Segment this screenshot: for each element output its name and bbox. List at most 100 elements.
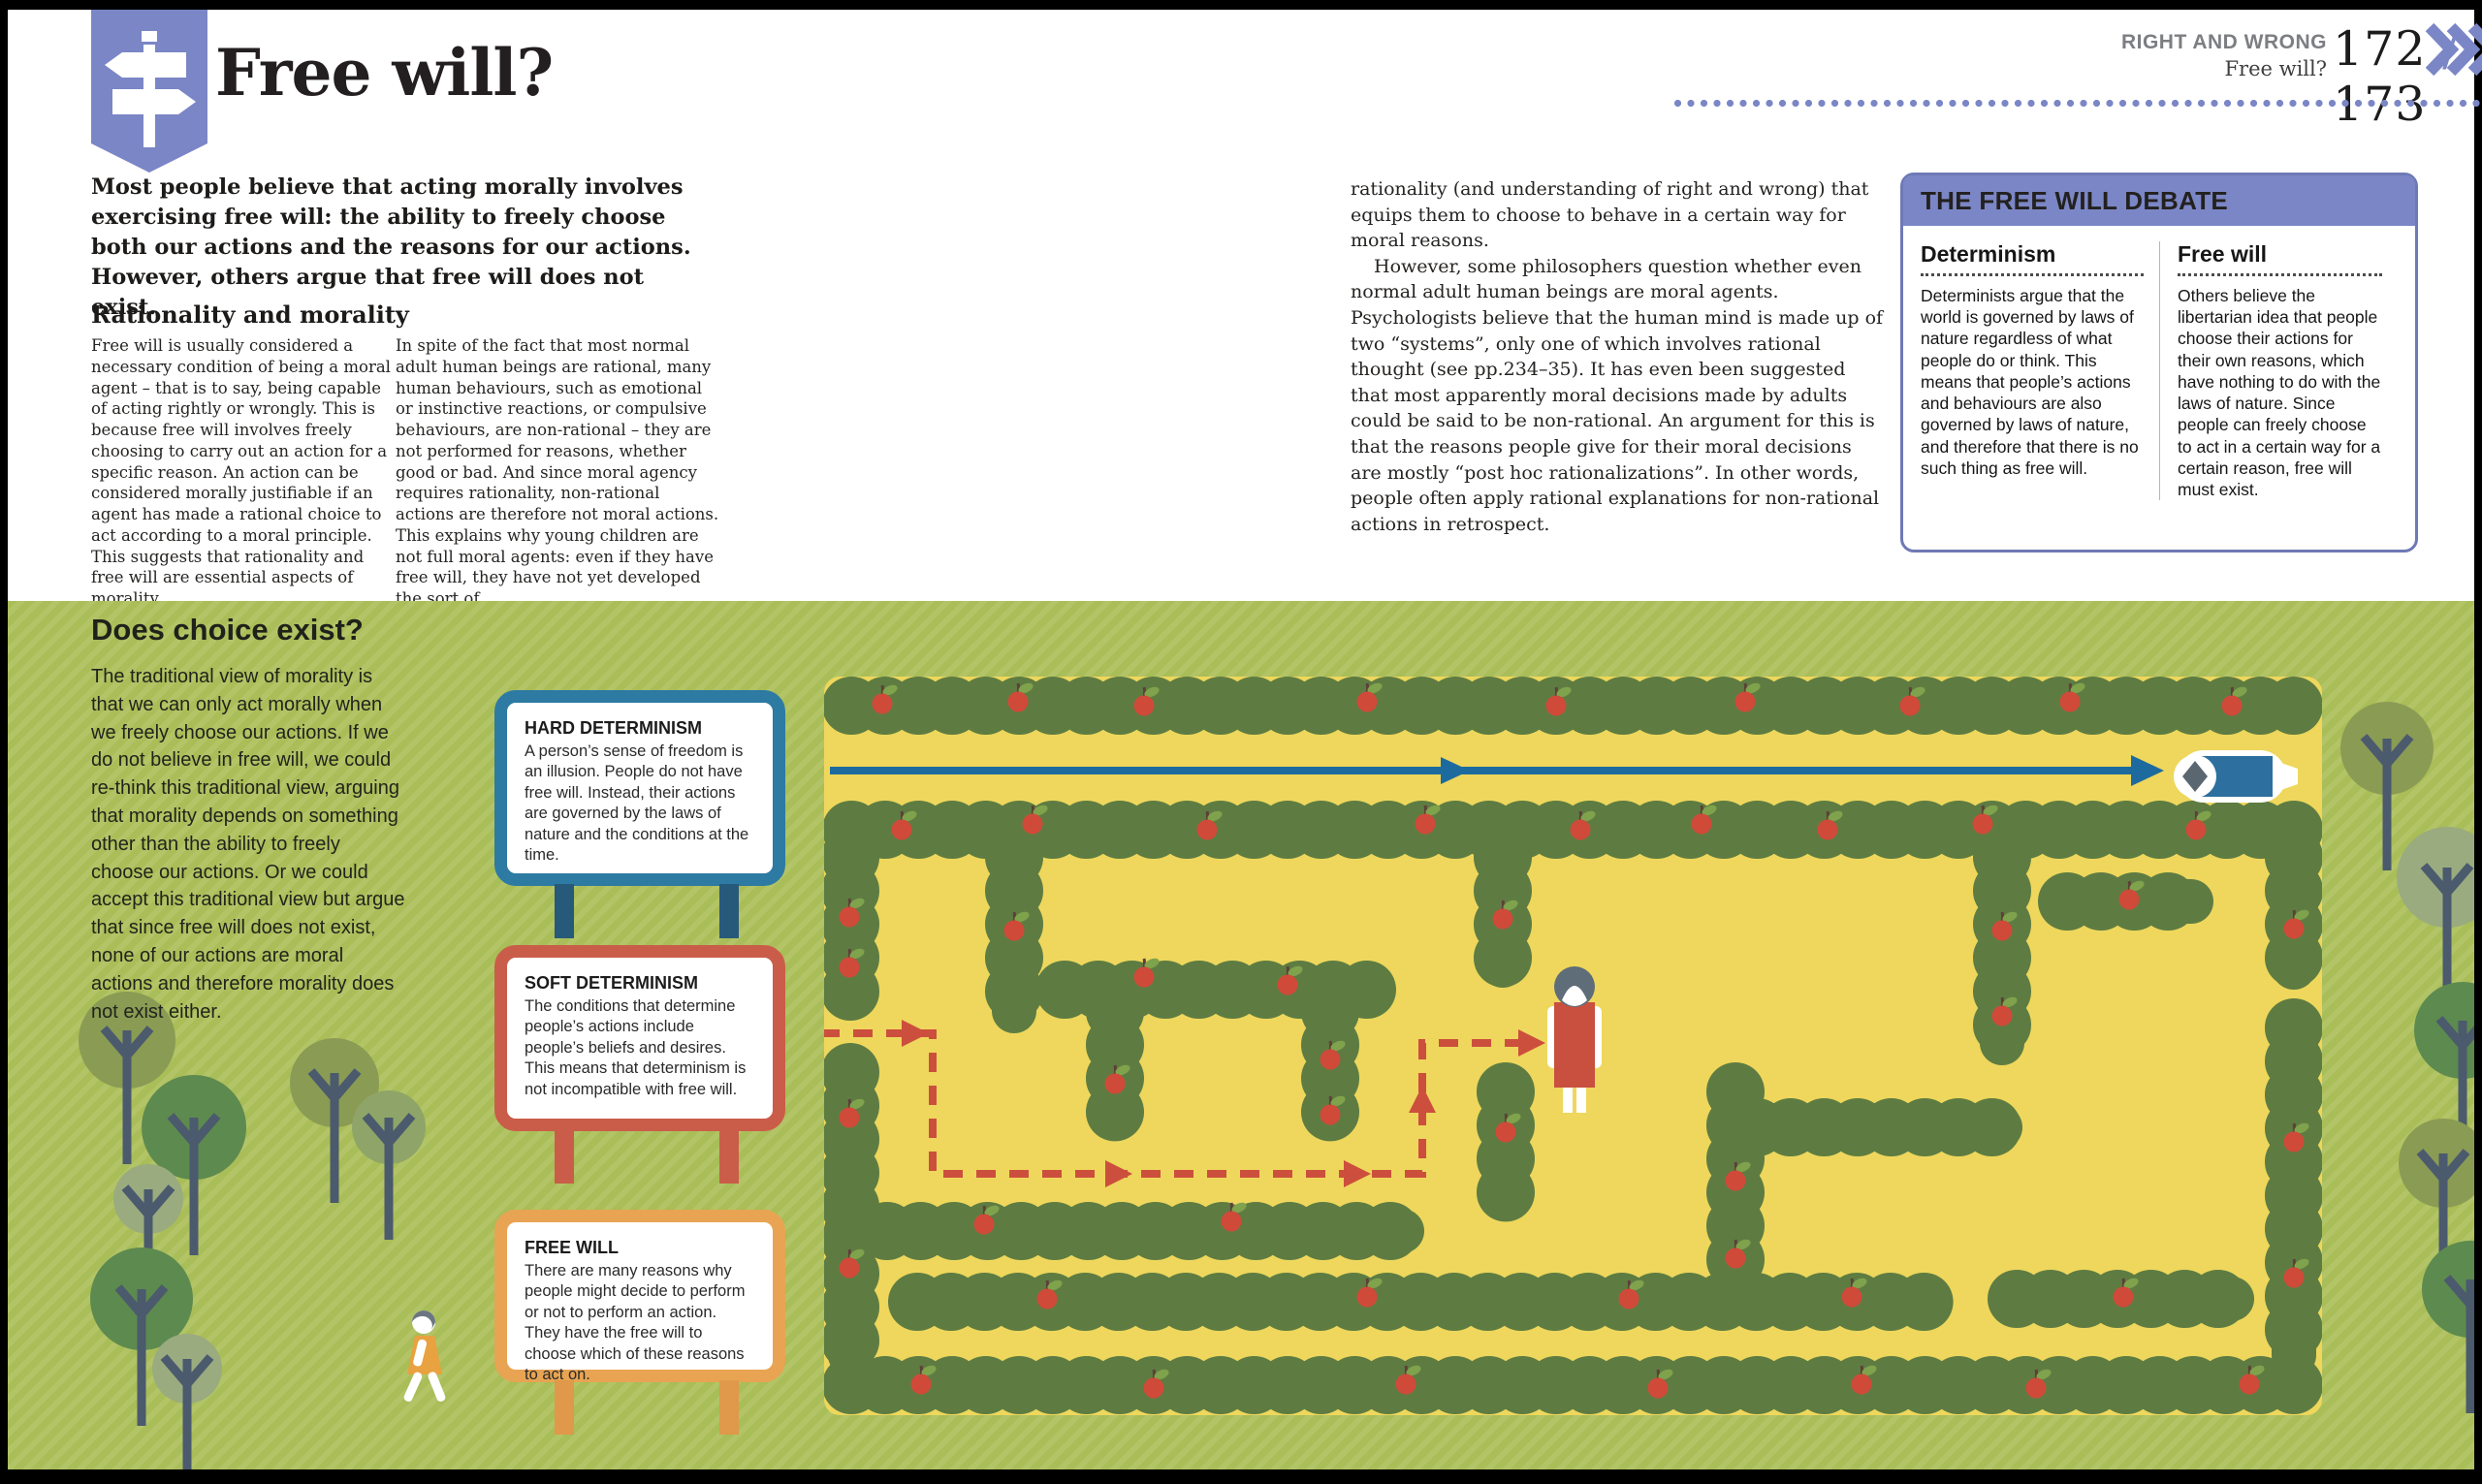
article-heading: Rationality and morality — [91, 300, 409, 329]
section-label: RIGHT AND WRONG Free will? — [1986, 31, 2327, 80]
sign-leg — [555, 1129, 574, 1184]
sign-free-will-text: There are many reasons why people might … — [525, 1262, 746, 1384]
apple-icon — [1899, 686, 1925, 716]
apple-icon — [1492, 900, 1518, 930]
sign-soft-determinism-text: The conditions that determine people’s a… — [525, 997, 747, 1098]
apple-icon — [1972, 805, 1998, 835]
apple-icon — [1003, 911, 1030, 941]
sign-hard-determinism-text: A person’s sense of freedom is an illusi… — [525, 742, 749, 865]
debate-freewill-column: Free will Others believe the libertarian… — [2159, 241, 2398, 501]
apple-icon — [1817, 810, 1843, 840]
apple-icon — [1851, 1365, 1877, 1395]
apple-icon — [1356, 682, 1383, 712]
sign-free-will: FREE WILL There are many reasons why peo… — [494, 1210, 785, 1383]
signpost-icon — [91, 10, 207, 173]
maze-illustration — [824, 677, 2322, 1415]
debate-box-title: THE FREE WILL DEBATE — [1903, 175, 2415, 226]
sign-leg — [555, 1380, 574, 1435]
tree-icon — [290, 1038, 379, 1203]
apple-icon — [1277, 965, 1303, 995]
apple-icon — [1991, 911, 2018, 941]
apple-icon — [1545, 686, 1572, 716]
apple-icon — [1395, 1365, 1421, 1395]
apple-icon — [1725, 1161, 1751, 1191]
apple-icon — [2118, 880, 2145, 910]
sign-leg — [555, 884, 574, 938]
apple-icon — [1734, 682, 1761, 712]
apple-icon — [1022, 805, 1048, 835]
apple-icon — [2185, 810, 2212, 840]
apple-icon — [2221, 686, 2247, 716]
section-name: RIGHT AND WRONG — [2120, 31, 2327, 53]
apple-icon — [839, 948, 865, 978]
apple-icon — [910, 1365, 937, 1395]
intro-paragraph: Most people believe that acting morally … — [91, 174, 691, 321]
apple-icon — [839, 1098, 865, 1128]
triple-chevron-icon — [2426, 23, 2482, 76]
apple-icon — [1320, 1040, 1346, 1070]
apple-icon — [1133, 958, 1160, 988]
debate-determinism-text: Determinists argue that the world is gov… — [1921, 286, 2139, 478]
free-will-debate-box: THE FREE WILL DEBATE Determinism Determi… — [1900, 173, 2418, 553]
panel-body-text: The traditional view of morality is that… — [91, 666, 405, 1023]
section-subtitle: Free will? — [2224, 57, 2327, 80]
walking-person-icon — [403, 1310, 446, 1402]
sign-leg — [719, 884, 739, 938]
apple-icon — [1618, 1279, 1644, 1310]
tree-icon — [2422, 1241, 2474, 1413]
apple-icon — [2025, 1369, 2052, 1399]
apple-icon — [2113, 1278, 2139, 1308]
apple-icon — [839, 1248, 865, 1279]
apple-icon — [1320, 1095, 1346, 1125]
trees-illustration — [79, 702, 2474, 1469]
apple-icon — [1841, 1278, 1867, 1308]
sign-hard-determinism-title: HARD DETERMINISM — [525, 718, 702, 738]
tree-icon — [2397, 827, 2474, 1003]
tree-icon — [142, 1075, 246, 1255]
article-column-2: In spite of the fact that most normal ad… — [396, 336, 719, 609]
debate-freewill-text: Others believe the libertarian idea that… — [2178, 286, 2381, 499]
sign-leg — [719, 1380, 739, 1435]
article-column-1: Free will is usually considered a necess… — [91, 336, 391, 609]
free-person-icon — [1547, 966, 1602, 1113]
tree-icon — [352, 1090, 426, 1240]
sign-free-will-title: FREE WILL — [525, 1238, 619, 1257]
apple-icon — [973, 1205, 1000, 1235]
tree-icon — [79, 992, 175, 1164]
debate-determinism-column: Determinism Determinists argue that the … — [1921, 241, 2159, 500]
apple-icon — [1036, 1279, 1063, 1310]
tree-icon — [90, 1247, 193, 1426]
apple-icon — [1133, 686, 1160, 716]
apple-icon — [1007, 682, 1034, 712]
apple-icon — [2059, 682, 2085, 712]
debate-freewill-heading: Free will — [2178, 241, 2382, 276]
apple-icon — [1991, 996, 2018, 1026]
apple-icon — [2283, 909, 2309, 939]
apple-icon — [1196, 810, 1223, 840]
article-col3-paragraph-1: rationality (and understanding of right … — [1351, 178, 1869, 252]
apple-icon — [1495, 1113, 1521, 1143]
apple-icon — [1725, 1239, 1751, 1269]
sign-hard-determinism: HARD DETERMINISM A person’s sense of fre… — [494, 690, 785, 886]
dotted-divider — [1673, 99, 2480, 109]
apple-icon — [839, 898, 865, 928]
apple-icon — [1415, 805, 1441, 835]
debate-determinism-heading: Determinism — [1921, 241, 2144, 276]
apple-icon — [1647, 1369, 1673, 1399]
apple-icon — [2283, 1122, 2309, 1152]
sign-soft-determinism: SOFT DETERMINISM The conditions that det… — [494, 945, 785, 1131]
tree-icon — [152, 1334, 222, 1469]
page-title: Free will? — [215, 35, 554, 111]
apple-icon — [1691, 805, 1717, 835]
sign-soft-determinism-title: SOFT DETERMINISM — [525, 973, 698, 993]
apple-icon — [2239, 1365, 2265, 1395]
determined-person-icon — [2174, 750, 2298, 803]
apple-icon — [1143, 1369, 1169, 1399]
apple-icon — [891, 810, 917, 840]
article-column-3: rationality (and understanding of right … — [1351, 176, 1886, 537]
winding-path-icon — [824, 1020, 1545, 1187]
apples — [839, 682, 2309, 1399]
panel-heading: Does choice exist? — [91, 613, 364, 647]
article-col3-paragraph-2: However, some philosophers question whet… — [1351, 255, 1884, 535]
